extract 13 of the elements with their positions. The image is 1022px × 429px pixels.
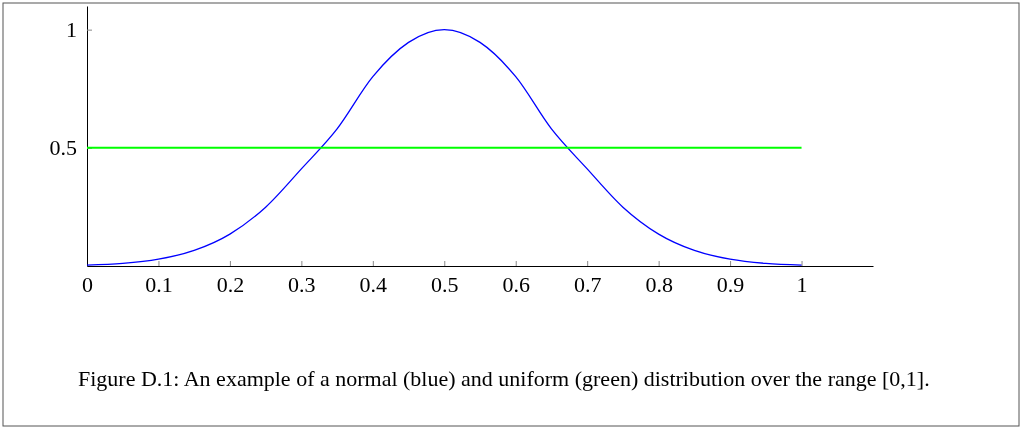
x-tick-label: 1 — [796, 271, 808, 297]
x-tick-label: 0.3 — [288, 271, 316, 297]
x-tick-label: 0.2 — [216, 271, 245, 297]
x-tick-label: 0 — [82, 271, 93, 297]
line-series — [86, 28, 803, 266]
x-tick-label: 0.7 — [573, 271, 602, 297]
x-tick-label: 0.4 — [359, 271, 388, 297]
x-tick-label: 0.6 — [502, 271, 530, 297]
x-tick-label: 0.1 — [145, 271, 173, 297]
text: Figure D.1: An example of a normal (blue) and uniform (green) distribution over the range [0,1]. — [78, 366, 930, 391]
x-tick-label: 0.5 — [431, 271, 459, 297]
x-tick-label: 0.9 — [716, 271, 745, 297]
x-tick-label: 0.8 — [645, 271, 673, 297]
